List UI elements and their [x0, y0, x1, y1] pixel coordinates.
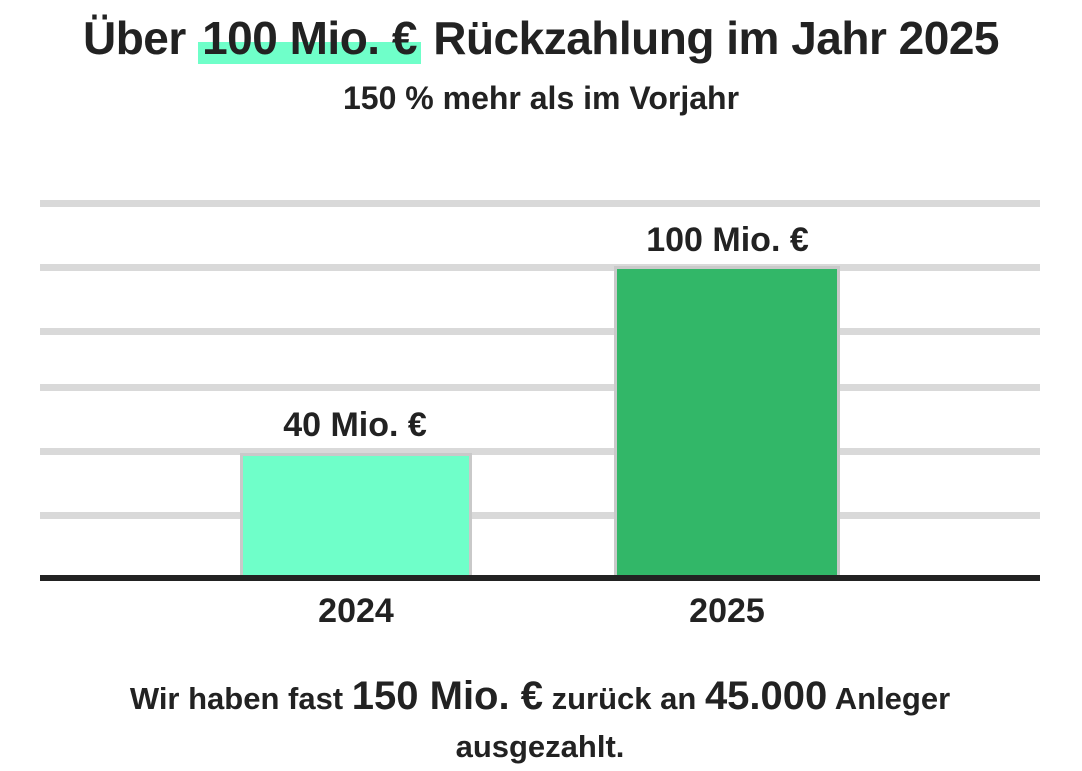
gridline — [40, 512, 1040, 519]
bar-value-label-2025: 100 Mio. € — [646, 221, 809, 259]
title-suffix: Rückzahlung im Jahr 2025 — [433, 12, 999, 64]
footer-text-3: Anleger — [834, 681, 951, 716]
chart-footnote: Wir haben fast 150 Mio. € zurück an 45.0… — [40, 672, 1040, 771]
bar-2025 — [614, 266, 840, 578]
title-prefix: Über — [82, 12, 186, 64]
footer-text-1: Wir haben fast — [129, 681, 344, 716]
x-tick-label-2024: 2024 — [318, 592, 394, 630]
gridline — [40, 264, 1040, 271]
gridline — [40, 328, 1040, 335]
bar-value-label-2024: 40 Mio. € — [283, 406, 427, 444]
footer-investors: 45.000 — [704, 674, 828, 718]
gridline — [40, 200, 1040, 207]
footer-text-2: zurück an — [551, 681, 697, 716]
title-highlight: 100 Mio. € — [198, 12, 421, 64]
chart-subtitle: 150 % mehr als im Vorjahr — [342, 80, 740, 116]
footer-amount: 150 Mio. € — [351, 674, 543, 718]
x-axis-line — [40, 575, 1040, 581]
gridline — [40, 384, 1040, 391]
bar-2024 — [240, 453, 472, 578]
chart-title: Über 100 Mio. € Rückzahlung im Jahr 2025 — [0, 10, 1082, 66]
footer-text-4: ausgezahlt. — [455, 729, 625, 764]
x-tick-label-2025: 2025 — [689, 592, 765, 630]
gridline — [40, 448, 1040, 455]
